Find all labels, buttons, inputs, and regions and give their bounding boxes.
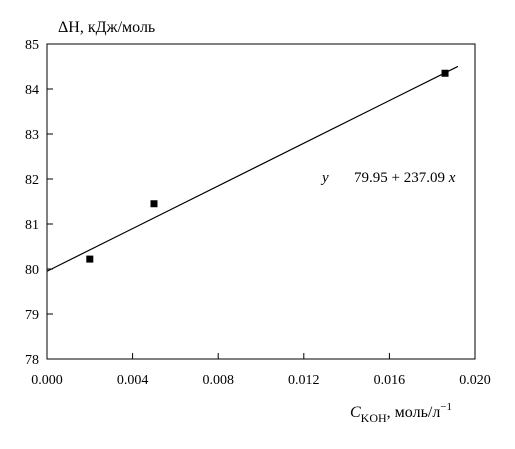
x-tick-label: 0.008	[202, 373, 234, 388]
equation-y-symbol: y	[320, 170, 329, 186]
y-tick-label: 83	[25, 128, 39, 143]
x-tick-label: 0.004	[117, 373, 149, 388]
x-tick-label: 0.000	[31, 373, 63, 388]
x-axis-subscript: KOH	[361, 411, 387, 425]
y-tick-label: 80	[25, 263, 39, 278]
y-tick-label: 82	[25, 173, 39, 188]
x-axis-title: CKOH, моль/л−1	[350, 401, 452, 425]
x-tick-label: 0.016	[374, 373, 406, 388]
y-tick-label: 78	[25, 353, 39, 368]
plot-frame	[46, 43, 476, 360]
data-point	[441, 69, 449, 77]
regression-line	[46, 65, 459, 272]
y-tick-label: 79	[25, 308, 39, 323]
y-tick-label: 85	[25, 38, 39, 53]
data-point	[150, 200, 158, 208]
x-axis-superscript: −1	[440, 401, 452, 413]
x-axis-unit: , моль/л	[387, 404, 441, 421]
x-tick-group: 0.000 0.004 0.008 0.012 0.016 0.020	[31, 353, 491, 388]
data-points	[86, 69, 449, 263]
x-tick-label: 0.020	[459, 373, 491, 388]
data-point	[86, 255, 94, 263]
x-axis-symbol: C	[350, 404, 361, 421]
y-tick-label: 81	[25, 218, 39, 233]
equation-rhs: 79.95 + 237.09	[354, 170, 449, 186]
x-tick-label: 0.012	[288, 373, 320, 388]
y-axis-title: ΔH, кДж/моль	[58, 19, 155, 36]
y-tick-label: 84	[25, 83, 39, 98]
equation-x-symbol: x	[448, 170, 456, 186]
regression-equation: y 79.95 + 237.09 x	[320, 170, 456, 186]
y-tick-group: 78 79 80 81 82 83 84 85	[25, 38, 53, 368]
